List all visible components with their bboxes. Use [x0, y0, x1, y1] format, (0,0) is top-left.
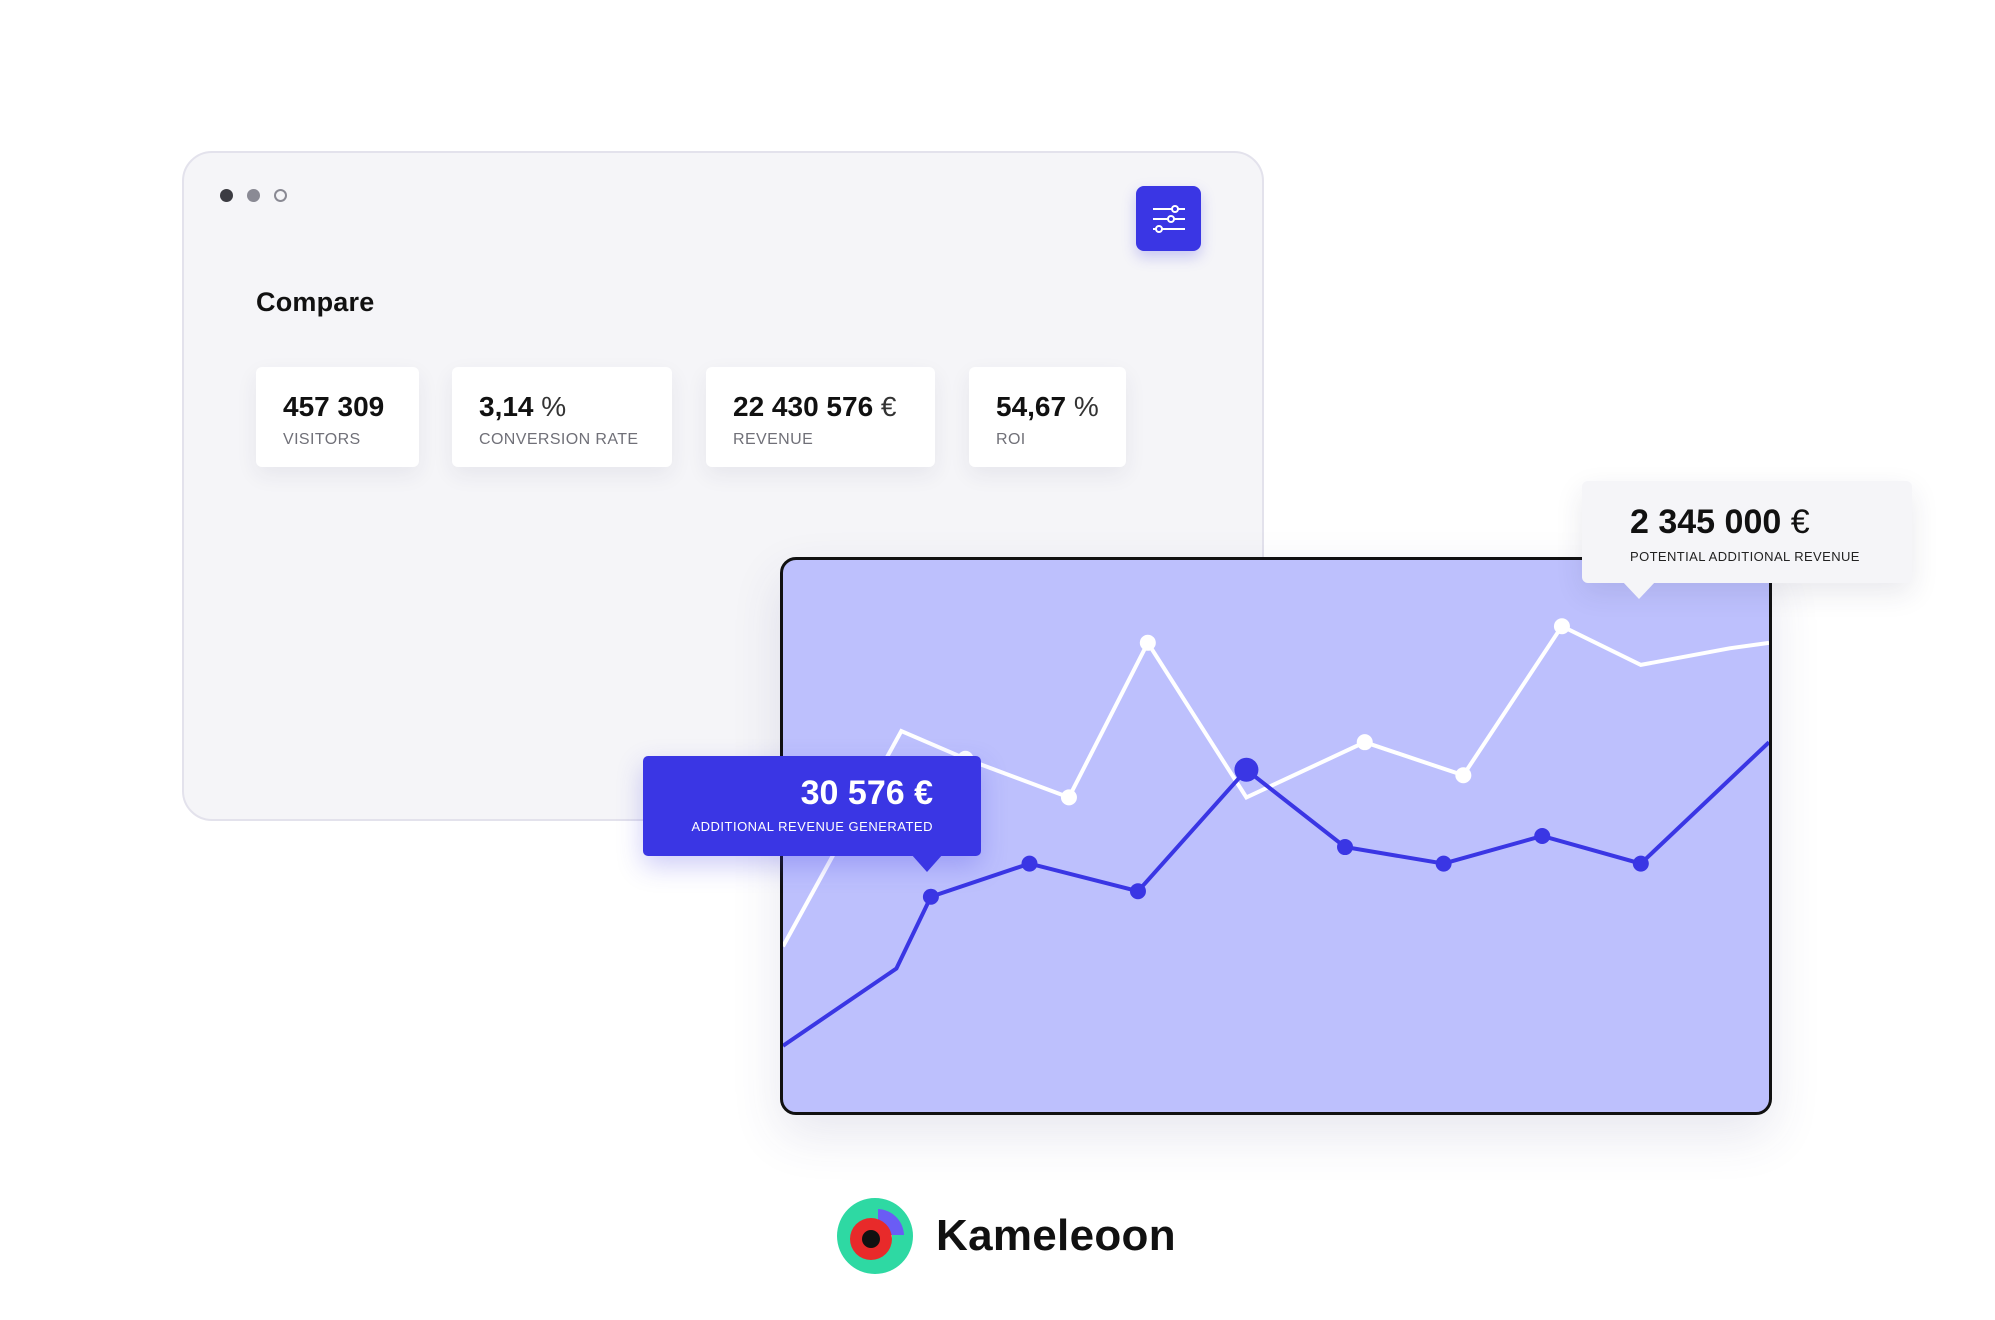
stat-value: 54,67 % — [996, 391, 1099, 422]
window-dot-outline[interactable] — [274, 189, 287, 202]
data-point[interactable] — [1553, 618, 1570, 635]
compare-window: Compare 457 309 VISITORS 3,14 % CONVERSI… — [182, 151, 1264, 821]
data-point[interactable] — [1337, 839, 1354, 856]
tooltip-pointer — [1622, 581, 1656, 599]
data-point[interactable] — [1129, 883, 1146, 900]
data-point[interactable] — [1455, 767, 1472, 784]
brand-name: Kameleoon — [936, 1211, 1176, 1260]
tooltip-label: ADDITIONAL REVENUE GENERATED — [691, 819, 933, 834]
data-point[interactable] — [1060, 789, 1077, 806]
settings-button[interactable] — [1136, 186, 1201, 251]
stat-label: CONVERSION RATE — [479, 431, 639, 448]
stat-label: ROI — [996, 431, 1026, 448]
window-dot-gray[interactable] — [247, 189, 260, 202]
tooltip-additional-revenue: 30 576 € ADDITIONAL REVENUE GENERATED — [643, 756, 981, 872]
chart-canvas — [783, 618, 1769, 1048]
stat-value: 22 430 576 € — [733, 391, 897, 422]
stat-value: 3,14 % — [479, 391, 567, 422]
data-point[interactable] — [1139, 634, 1156, 651]
stat-card-revenue[interactable]: 22 430 576 € REVENUE — [706, 367, 935, 467]
stat-value: 457 309 — [283, 391, 385, 422]
window-dot-dark[interactable] — [220, 189, 233, 202]
tooltip-value: 30 576 € — [800, 774, 933, 812]
stat-card-conversion-rate[interactable]: 3,14 % CONVERSION RATE — [452, 367, 672, 467]
data-point[interactable] — [1234, 757, 1259, 782]
data-point[interactable] — [922, 888, 939, 905]
tooltip-potential-revenue: 2 345 000 € POTENTIAL ADDITIONAL REVENUE — [1582, 481, 1912, 599]
data-point[interactable] — [1534, 828, 1551, 844]
data-point[interactable] — [1021, 855, 1038, 872]
stat-card-roi[interactable]: 54,67 % ROI — [969, 367, 1126, 467]
tooltip-label: POTENTIAL ADDITIONAL REVENUE — [1630, 549, 1860, 564]
data-point[interactable] — [1356, 734, 1373, 751]
series-line-0 — [783, 623, 1769, 948]
stat-label: REVENUE — [733, 431, 814, 448]
tooltip-value: 2 345 000 € — [1630, 503, 1810, 541]
data-point[interactable] — [1435, 855, 1452, 872]
kameleoon-logo-icon — [837, 1198, 913, 1274]
data-point[interactable] — [1632, 855, 1649, 872]
brand: Kameleoon — [832, 1193, 1176, 1279]
sliders-icon — [1152, 204, 1185, 233]
stat-label: VISITORS — [283, 431, 361, 448]
tooltip-pointer — [911, 854, 943, 872]
stat-card-visitors[interactable]: 457 309 VISITORS — [256, 367, 419, 467]
page-title: Compare — [256, 287, 375, 317]
